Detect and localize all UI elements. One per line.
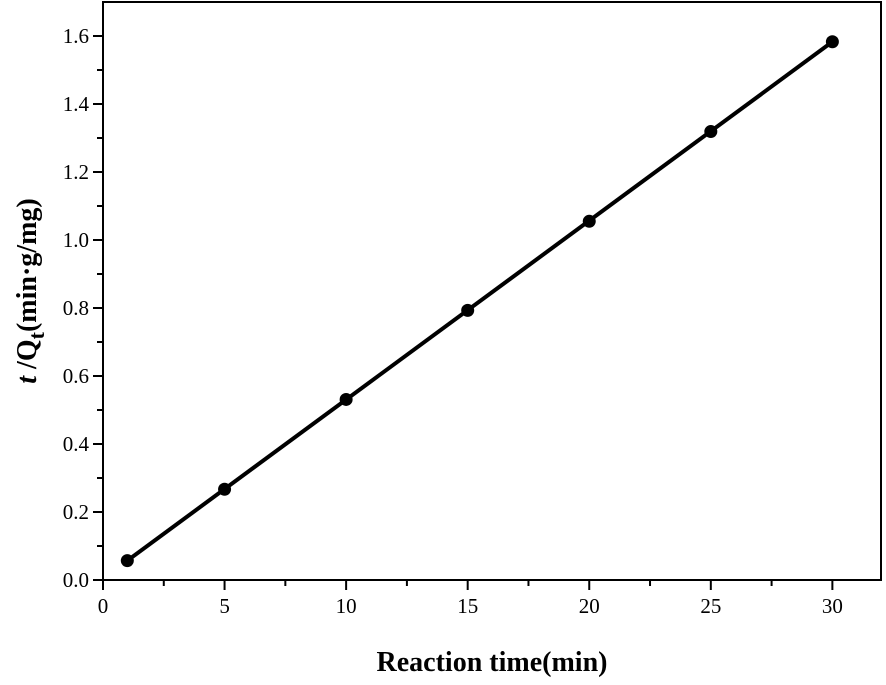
y-tick-label: 1.2 — [63, 160, 89, 184]
y-axis-title-main: /Q — [12, 339, 43, 376]
y-axis-title-sub: t — [24, 331, 49, 339]
plot-frame — [102, 1, 882, 581]
x-tick-label: 10 — [336, 594, 357, 618]
data-points — [120, 35, 839, 568]
fit-line — [126, 40, 834, 563]
y-tick-label: 1.0 — [63, 228, 89, 252]
y-axis-title-unit: (min·g/mg) — [12, 198, 43, 332]
y-tick-labels: 0.0 0.2 0.4 0.6 0.8 1.0 1.2 1.4 1.6 — [63, 24, 90, 592]
y-tick-label: 0.4 — [63, 432, 90, 456]
x-tick-label: 30 — [822, 594, 843, 618]
data-point — [582, 214, 596, 228]
y-tick-label: 0.6 — [63, 364, 89, 388]
x-axis-title: Reaction time(min) — [377, 647, 608, 678]
y-axis-title: t /Qt(min·g/mg) — [12, 198, 49, 383]
x-tick-label: 15 — [457, 594, 478, 618]
data-point — [825, 35, 839, 49]
y-axis-title-italic: t — [12, 375, 43, 384]
x-tick-label: 20 — [579, 594, 600, 618]
x-tick-labels: 0 5 10 15 20 25 30 — [98, 594, 843, 618]
x-tick-label: 0 — [98, 594, 109, 618]
y-tick-label: 1.4 — [63, 92, 90, 116]
data-point — [704, 125, 718, 139]
y-tick-label: 1.6 — [63, 24, 89, 48]
y-tick-label: 0.2 — [63, 500, 89, 524]
data-point — [461, 303, 475, 317]
y-tick-label: 0.8 — [63, 296, 89, 320]
y-tick-label: 0.0 — [63, 568, 89, 592]
x-tick-label: 5 — [219, 594, 230, 618]
data-point — [218, 482, 232, 496]
x-tick-label: 25 — [700, 594, 721, 618]
data-point — [339, 392, 353, 406]
ticks — [93, 35, 834, 590]
data-point — [120, 554, 134, 568]
